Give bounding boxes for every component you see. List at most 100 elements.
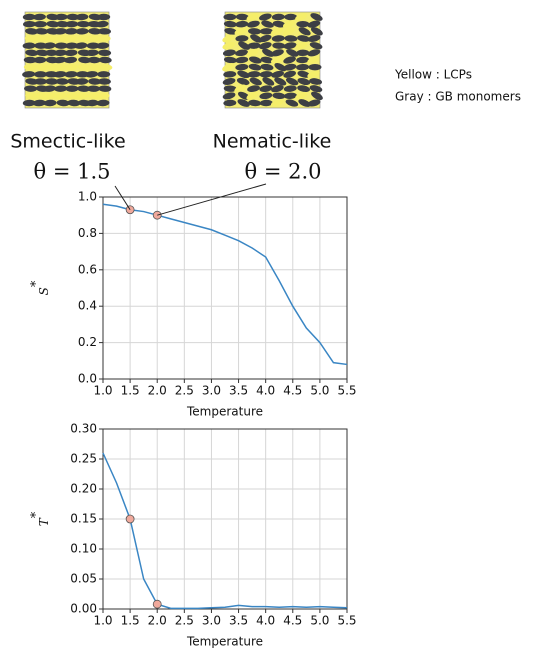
y-tick-label: 0.05 xyxy=(70,572,97,586)
particle xyxy=(262,48,275,57)
x-tick-label: 5.0 xyxy=(310,614,329,628)
x-axis-label: Temperature xyxy=(186,635,263,649)
particle xyxy=(295,91,308,100)
y-tick-label: 0.25 xyxy=(70,452,97,466)
particle xyxy=(98,56,112,64)
particle xyxy=(222,78,236,85)
particle xyxy=(296,20,310,28)
particle xyxy=(34,78,48,85)
particle xyxy=(42,42,56,49)
particle xyxy=(223,56,237,64)
particle xyxy=(307,20,321,28)
line-series xyxy=(102,203,348,366)
particle xyxy=(259,85,273,92)
particle xyxy=(297,77,311,86)
particle xyxy=(65,42,79,49)
particle xyxy=(297,70,311,78)
y-axis-label-sup: * xyxy=(29,280,44,287)
y-tick-label: 0.15 xyxy=(70,512,97,526)
particle xyxy=(271,27,284,36)
particle xyxy=(222,92,236,100)
particle xyxy=(35,28,48,35)
particle xyxy=(261,20,274,28)
particle xyxy=(64,71,78,78)
particle xyxy=(247,85,260,93)
particle xyxy=(86,42,100,49)
particle xyxy=(283,42,297,50)
particle xyxy=(295,12,308,22)
x-tick-label: 5.5 xyxy=(337,614,356,628)
particle xyxy=(259,71,273,78)
particle xyxy=(64,35,78,42)
particle xyxy=(248,28,262,35)
particle xyxy=(96,92,110,100)
particle xyxy=(25,28,39,35)
particle xyxy=(247,71,261,78)
particle xyxy=(246,91,259,101)
particle xyxy=(235,63,249,71)
particle xyxy=(235,35,249,42)
particle xyxy=(236,77,250,86)
particle xyxy=(271,13,285,21)
y-axis-label-sup: * xyxy=(29,511,44,518)
y-axis-label: S* xyxy=(29,280,51,295)
particle xyxy=(260,56,274,64)
particle xyxy=(34,71,48,78)
particle xyxy=(53,63,67,71)
particle xyxy=(247,42,261,49)
particle xyxy=(249,77,262,86)
particle xyxy=(262,77,275,86)
x-tick-label: 1.0 xyxy=(93,614,112,628)
y-tick-label: 0.8 xyxy=(78,226,97,240)
particle xyxy=(33,35,47,42)
particle xyxy=(77,35,91,42)
particle xyxy=(286,48,299,57)
x-tick-label: 3.5 xyxy=(229,384,248,398)
x-tick-label: 5.5 xyxy=(337,384,356,398)
x-tick-label: 3.5 xyxy=(229,614,248,628)
annotation-theta: θ = 1.5 xyxy=(34,160,111,184)
particle xyxy=(283,92,297,100)
key-text: Yellow : LCPs xyxy=(394,68,472,82)
particle xyxy=(56,20,70,28)
particle xyxy=(307,35,321,42)
particle xyxy=(259,99,273,107)
particle xyxy=(23,56,37,64)
particle xyxy=(54,13,68,21)
y-axis-label: T* xyxy=(29,511,51,526)
particle xyxy=(53,49,67,57)
particle xyxy=(283,56,296,64)
y-tick-label: 0.20 xyxy=(70,482,97,496)
particle xyxy=(23,63,37,71)
particle xyxy=(43,92,57,100)
particle xyxy=(271,49,284,57)
particle xyxy=(285,99,299,107)
particle xyxy=(78,56,92,64)
particle xyxy=(246,48,259,57)
particle xyxy=(259,28,273,35)
particle xyxy=(271,70,284,78)
particle xyxy=(78,63,92,71)
particle xyxy=(22,71,36,78)
particle xyxy=(33,56,47,64)
particle xyxy=(223,13,237,21)
particle xyxy=(235,49,248,57)
particle xyxy=(45,78,59,85)
particle xyxy=(22,42,36,49)
y-axis-label-main: T xyxy=(37,517,51,526)
particle xyxy=(223,20,237,28)
y-tick-label: 1.0 xyxy=(78,190,97,204)
particle xyxy=(97,35,111,42)
particle xyxy=(272,92,286,100)
x-tick-label: 2.5 xyxy=(175,614,194,628)
particle xyxy=(88,63,102,71)
y-tick-label: 0.6 xyxy=(78,262,97,276)
particle xyxy=(222,41,235,50)
particle xyxy=(74,42,88,49)
leader-line xyxy=(157,183,267,216)
x-tick-label: 3.0 xyxy=(202,384,221,398)
highlight-point xyxy=(152,599,162,609)
particle xyxy=(272,20,286,28)
particle xyxy=(97,71,111,78)
